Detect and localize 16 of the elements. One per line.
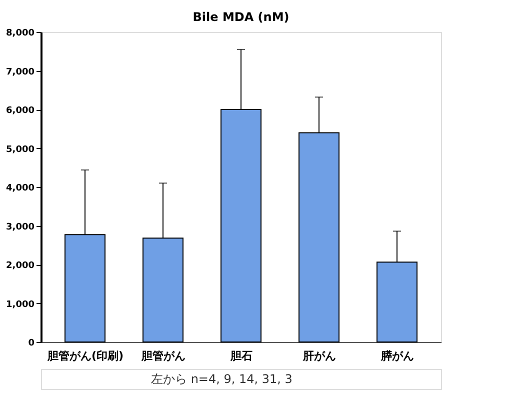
y-tick-label: 3,000 [6, 222, 34, 232]
y-tick-label: 5,000 [6, 144, 34, 155]
y-tick-label: 7,000 [6, 67, 34, 78]
x-tick-label: 肝がん [302, 350, 336, 362]
chart-title: Bile MDA (nM) [192, 10, 290, 24]
x-tick-label: 胆管がん [140, 350, 186, 362]
y-tick-label: 6,000 [6, 106, 34, 116]
y-tick-label: 2,000 [6, 261, 34, 271]
y-tick-label: 4,000 [6, 184, 34, 194]
x-tick-label: 胆石 [230, 350, 252, 362]
text: 左から n=4, 9, 14, 31, 3 [151, 372, 292, 386]
y-tick-label: 1,000 [6, 300, 34, 310]
y-tick-label: 8,000 [6, 28, 34, 38]
y-tick-label: 0 [28, 338, 34, 348]
x-tick-label: 胆管がん(印刷) [46, 350, 124, 362]
x-tick-label: 膵がん [380, 350, 414, 362]
